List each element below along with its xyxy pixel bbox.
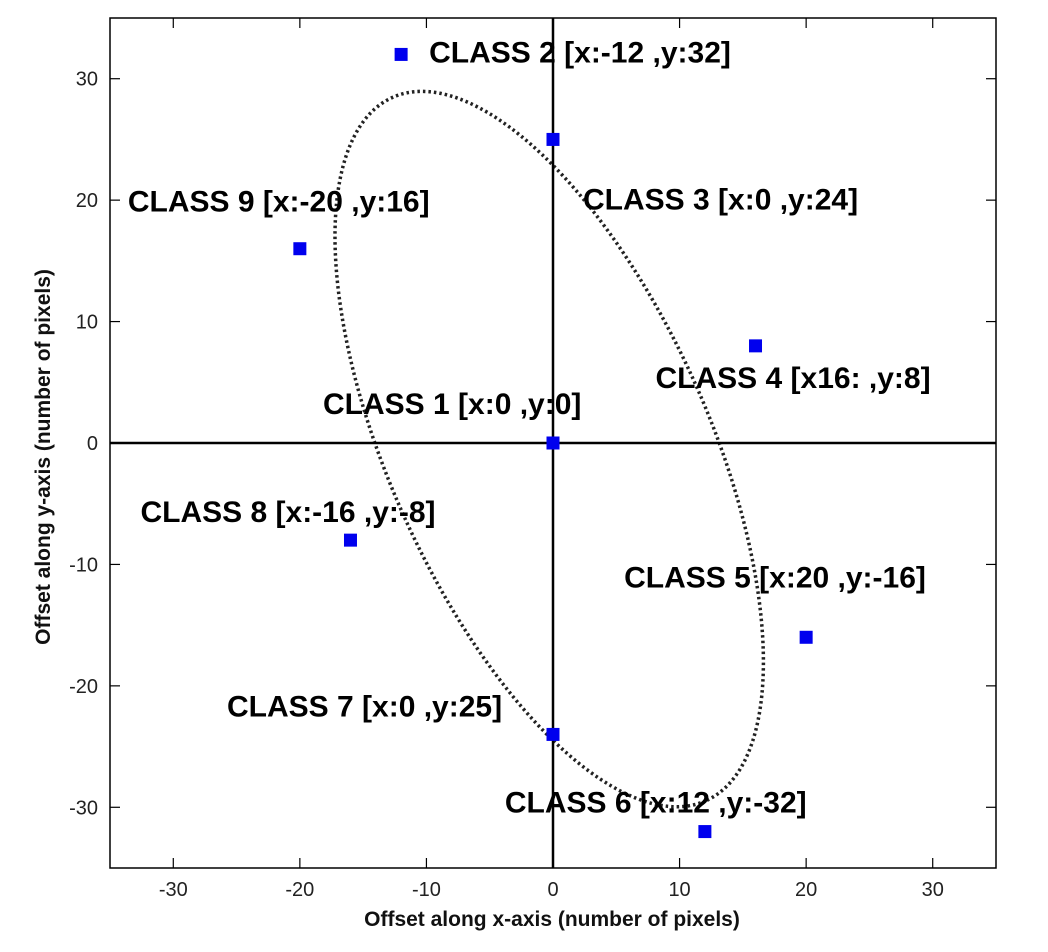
x-tick-label: 20 [795, 879, 817, 901]
y-tick-label: 0 [87, 433, 98, 455]
labels-layer: CLASS 1 [x:0 ,y:0] CLASS 2 [x:-12 ,y:32] C… [128, 36, 931, 819]
point-label-class-4: CLASS 4 [x16: ,y:8] [656, 362, 931, 395]
data-point-class-1 [546, 436, 560, 450]
point-label-class-1: CLASS 1 [x:0 ,y:0] [323, 388, 581, 421]
y-tick-label: 20 [76, 190, 98, 212]
x-tick-label: 0 [547, 879, 558, 901]
y-tick-label: 10 [76, 312, 98, 334]
point-label-class-7: CLASS 7 [x:0 ,y:25] [227, 690, 502, 723]
data-point-class-6 [698, 825, 712, 839]
data-point-class-9 [293, 242, 307, 256]
y-tick-label: -10 [69, 554, 98, 576]
ticks-layer: -30 -20 -10 0 10 20 30 -30 -20 -10 0 10 20 30 [69, 18, 996, 901]
data-point-class-8 [343, 533, 357, 547]
data-point-class-3 [546, 132, 560, 146]
data-point-class-5 [799, 630, 813, 644]
point-label-class-8: CLASS 8 [x:-16 ,y:-8] [140, 496, 435, 529]
point-label-class-9: CLASS 9 [x:-20 ,y:16] [128, 186, 430, 219]
point-label-class-5: CLASS 5 [x:20 ,y:-16] [624, 561, 926, 594]
x-tick-label: -20 [285, 879, 314, 901]
points-layer [293, 47, 813, 839]
point-label-class-6: CLASS 6 [x:12 ,y:-32] [505, 787, 807, 820]
y-tick-label: -20 [69, 676, 98, 698]
x-tick-label: -30 [159, 879, 188, 901]
x-tick-label: -10 [412, 879, 441, 901]
y-tick-label: 30 [76, 69, 98, 91]
y-tick-label: -30 [69, 797, 98, 819]
data-point-class-7 [546, 727, 560, 741]
data-point-class-4 [749, 339, 763, 353]
data-point-class-2 [394, 47, 408, 61]
point-label-class-2: CLASS 2 [x:-12 ,y:32] [429, 36, 731, 69]
point-label-class-3: CLASS 3 [x:0 ,y:24] [583, 183, 858, 216]
y-axis-title: Offset along y-axis (number of pixels) [32, 269, 55, 645]
x-tick-label: 10 [668, 879, 690, 901]
x-tick-label: 30 [922, 879, 944, 901]
x-axis-title: Offset along x-axis (number of pixels) [364, 908, 740, 931]
